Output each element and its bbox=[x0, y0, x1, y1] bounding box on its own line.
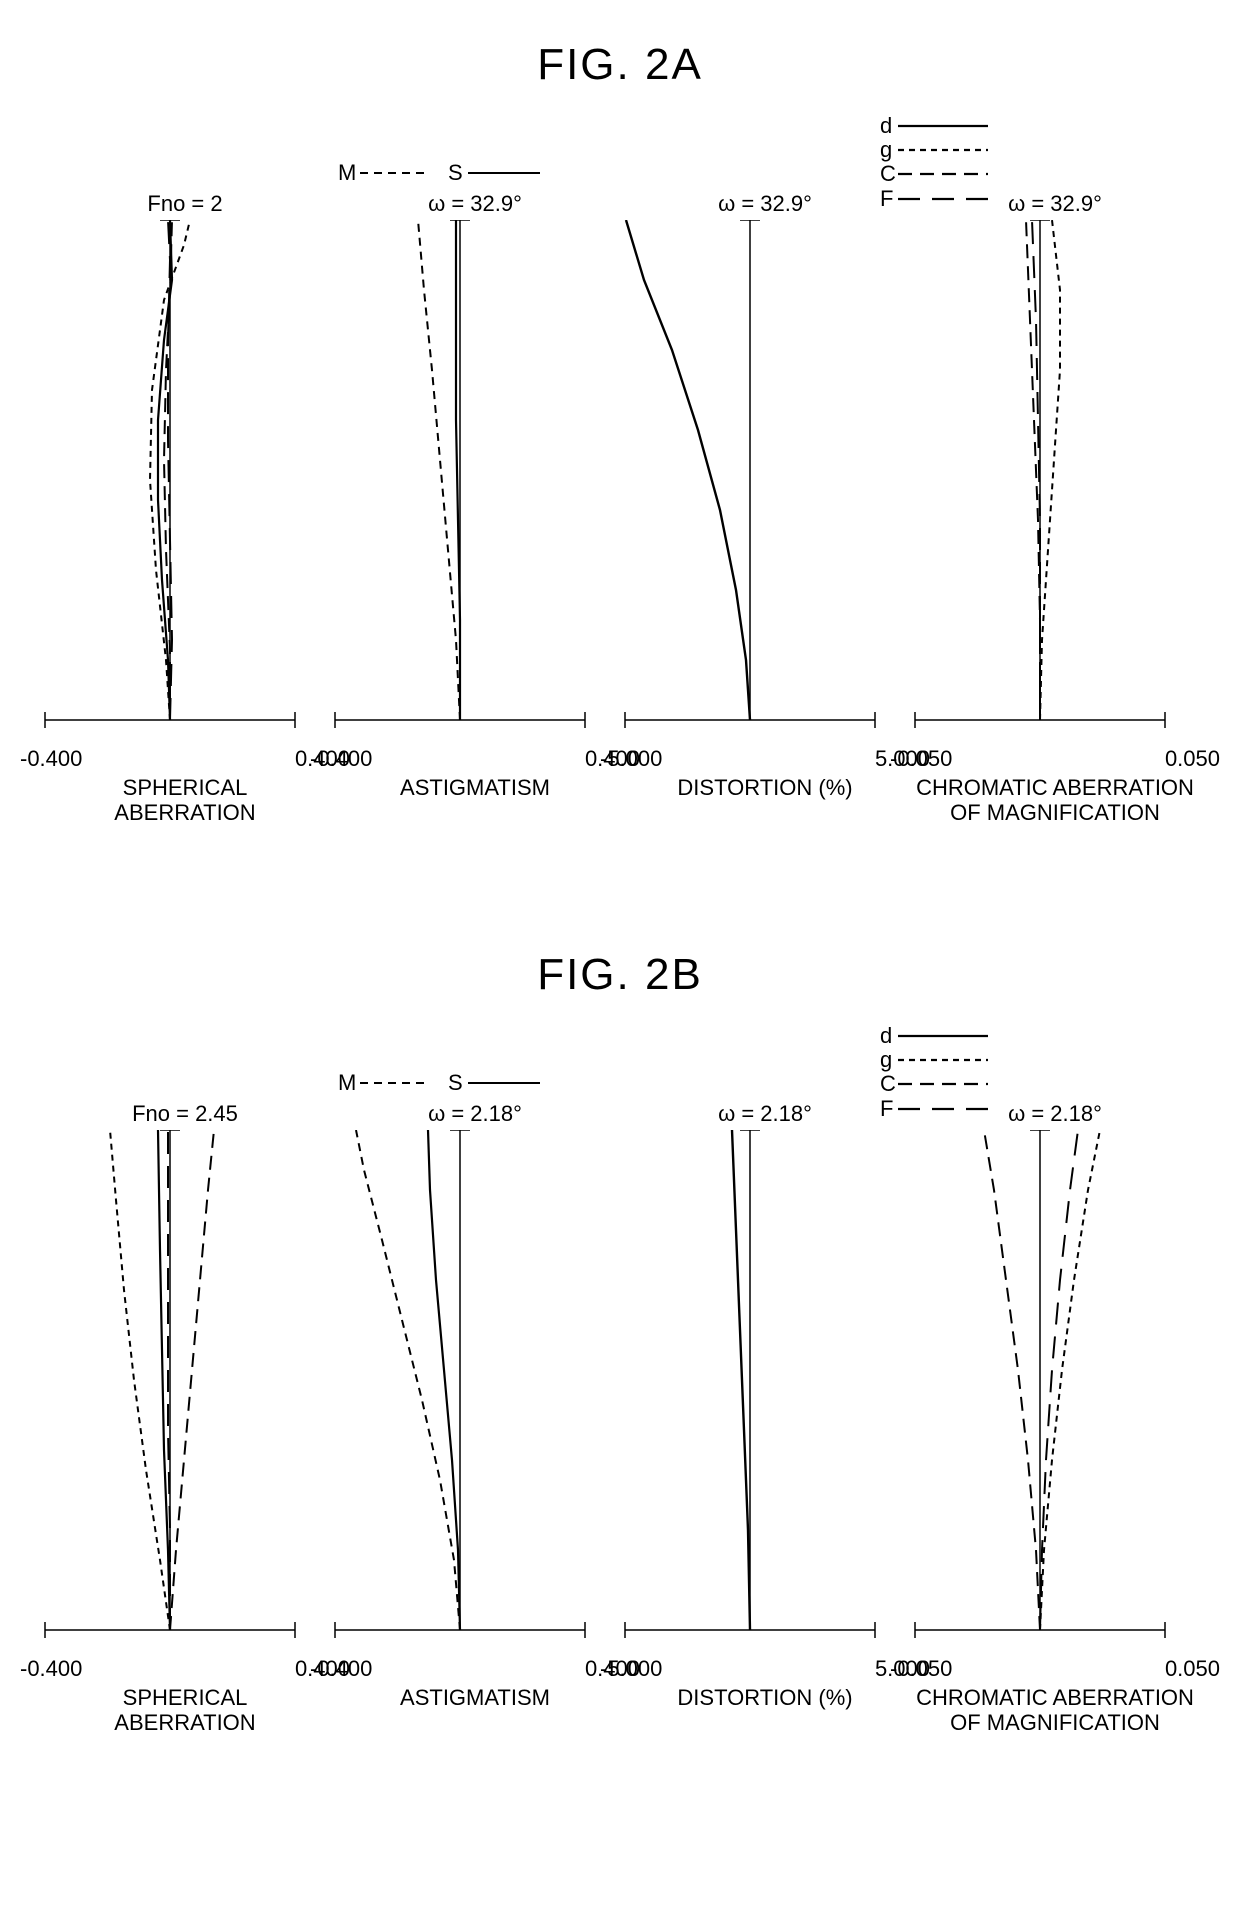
aberration-curve bbox=[626, 220, 750, 720]
x-tick-min: -0.400 bbox=[20, 1656, 82, 1682]
legend-label: d bbox=[880, 114, 898, 138]
aberration-plot bbox=[910, 1130, 1170, 1655]
aberration-curve bbox=[418, 220, 460, 720]
aberration-curve bbox=[170, 1130, 214, 1630]
figure-title-b: FIG. 2B bbox=[20, 950, 1220, 1000]
aberration-plot bbox=[910, 220, 1170, 745]
panel-header: ω = 32.9° bbox=[910, 190, 1200, 218]
legend-line-sample bbox=[898, 1074, 988, 1094]
aberration-plot bbox=[40, 220, 300, 745]
ms-legend: MS bbox=[330, 1070, 620, 1096]
x-tick-max: 0.050 bbox=[1165, 1656, 1220, 1682]
aberration-curve bbox=[1040, 1130, 1100, 1630]
svg-text:S: S bbox=[448, 1070, 463, 1095]
legend-line-sample bbox=[898, 1026, 988, 1046]
panel-header: Fno = 2.45 bbox=[40, 1100, 330, 1128]
panel-caption: SPHERICAL ABERRATION bbox=[40, 1685, 330, 1736]
aberration-plot bbox=[330, 220, 590, 745]
panel-header: ω = 2.18° bbox=[910, 1100, 1200, 1128]
x-tick-min: -5.000 bbox=[600, 1656, 662, 1682]
x-tick-max: 0.050 bbox=[1165, 746, 1220, 772]
aberration-curve bbox=[110, 1130, 170, 1630]
aberration-curve bbox=[428, 1130, 460, 1630]
legend-label: C bbox=[880, 162, 898, 186]
legend-line-sample bbox=[898, 1050, 988, 1070]
panel-header: ω = 32.9° bbox=[620, 190, 910, 218]
aberration-panel: ω = 32.9°MS-0.4000.400ASTIGMATISM bbox=[330, 220, 620, 745]
aberration-plot bbox=[620, 220, 880, 745]
panel-header: ω = 2.18° bbox=[620, 1100, 910, 1128]
aberration-panel: ω = 2.18°-5.0005.000DISTORTION (%) bbox=[620, 1130, 910, 1655]
aberration-curve bbox=[984, 1130, 1040, 1630]
aberration-panel: ω = 32.9°-5.0005.000DISTORTION (%) bbox=[620, 220, 910, 745]
panel-header: ω = 32.9° bbox=[330, 190, 620, 218]
x-tick-min: -0.400 bbox=[20, 746, 82, 772]
x-tick-min: -0.400 bbox=[310, 1656, 372, 1682]
x-tick-min: -0.050 bbox=[890, 746, 952, 772]
panel-header: ω = 2.18° bbox=[330, 1100, 620, 1128]
legend-label: d bbox=[880, 1024, 898, 1048]
x-tick-min: -0.050 bbox=[890, 1656, 952, 1682]
aberration-panel: ω = 2.18°MS-0.4000.400ASTIGMATISM bbox=[330, 1130, 620, 1655]
panel-caption: DISTORTION (%) bbox=[620, 775, 910, 800]
figure-title-a: FIG. 2A bbox=[20, 40, 1220, 90]
aberration-panel: ω = 32.9°-0.0500.050CHROMATIC ABERRATION… bbox=[910, 220, 1200, 745]
aberration-curve bbox=[732, 1130, 750, 1630]
panel-header: Fno = 2 bbox=[40, 190, 330, 218]
aberration-plot bbox=[620, 1130, 880, 1655]
legend-line-sample bbox=[898, 116, 988, 136]
aberration-panel: Fno = 2.45-0.4000.400SPHERICAL ABERRATIO… bbox=[40, 1130, 330, 1655]
aberration-plot bbox=[330, 1130, 590, 1655]
aberration-curve bbox=[1040, 1130, 1078, 1630]
aberration-curve bbox=[1026, 220, 1040, 720]
legend-label: g bbox=[880, 138, 898, 162]
panel-caption: CHROMATIC ABERRATION OF MAGNIFICATION bbox=[910, 775, 1200, 826]
panel-caption: SPHERICAL ABERRATION bbox=[40, 775, 330, 826]
aberration-panel: Fno = 2-0.4000.400SPHERICAL ABERRATION bbox=[40, 220, 330, 745]
x-tick-min: -0.400 bbox=[310, 746, 372, 772]
ms-legend: MS bbox=[330, 160, 620, 186]
panel-caption: ASTIGMATISM bbox=[330, 775, 620, 800]
legend-line-sample bbox=[898, 140, 988, 160]
legend-label: g bbox=[880, 1048, 898, 1072]
svg-text:M: M bbox=[338, 160, 356, 185]
svg-text:M: M bbox=[338, 1070, 356, 1095]
figure-block-a: dgCFFno = 2-0.4000.400SPHERICAL ABERRATI… bbox=[20, 100, 1220, 930]
panel-caption: ASTIGMATISM bbox=[330, 1685, 620, 1710]
x-tick-min: -5.000 bbox=[600, 746, 662, 772]
panel-caption: DISTORTION (%) bbox=[620, 1685, 910, 1710]
figure-block-b: dgCFFno = 2.45-0.4000.400SPHERICAL ABERR… bbox=[20, 1010, 1220, 1840]
legend-label: C bbox=[880, 1072, 898, 1096]
svg-text:S: S bbox=[448, 160, 463, 185]
aberration-plot bbox=[40, 1130, 300, 1655]
aberration-panel: ω = 2.18°-0.0500.050CHROMATIC ABERRATION… bbox=[910, 1130, 1200, 1655]
legend-line-sample bbox=[898, 164, 988, 184]
aberration-curve bbox=[1040, 220, 1060, 720]
panel-caption: CHROMATIC ABERRATION OF MAGNIFICATION bbox=[910, 1685, 1200, 1736]
